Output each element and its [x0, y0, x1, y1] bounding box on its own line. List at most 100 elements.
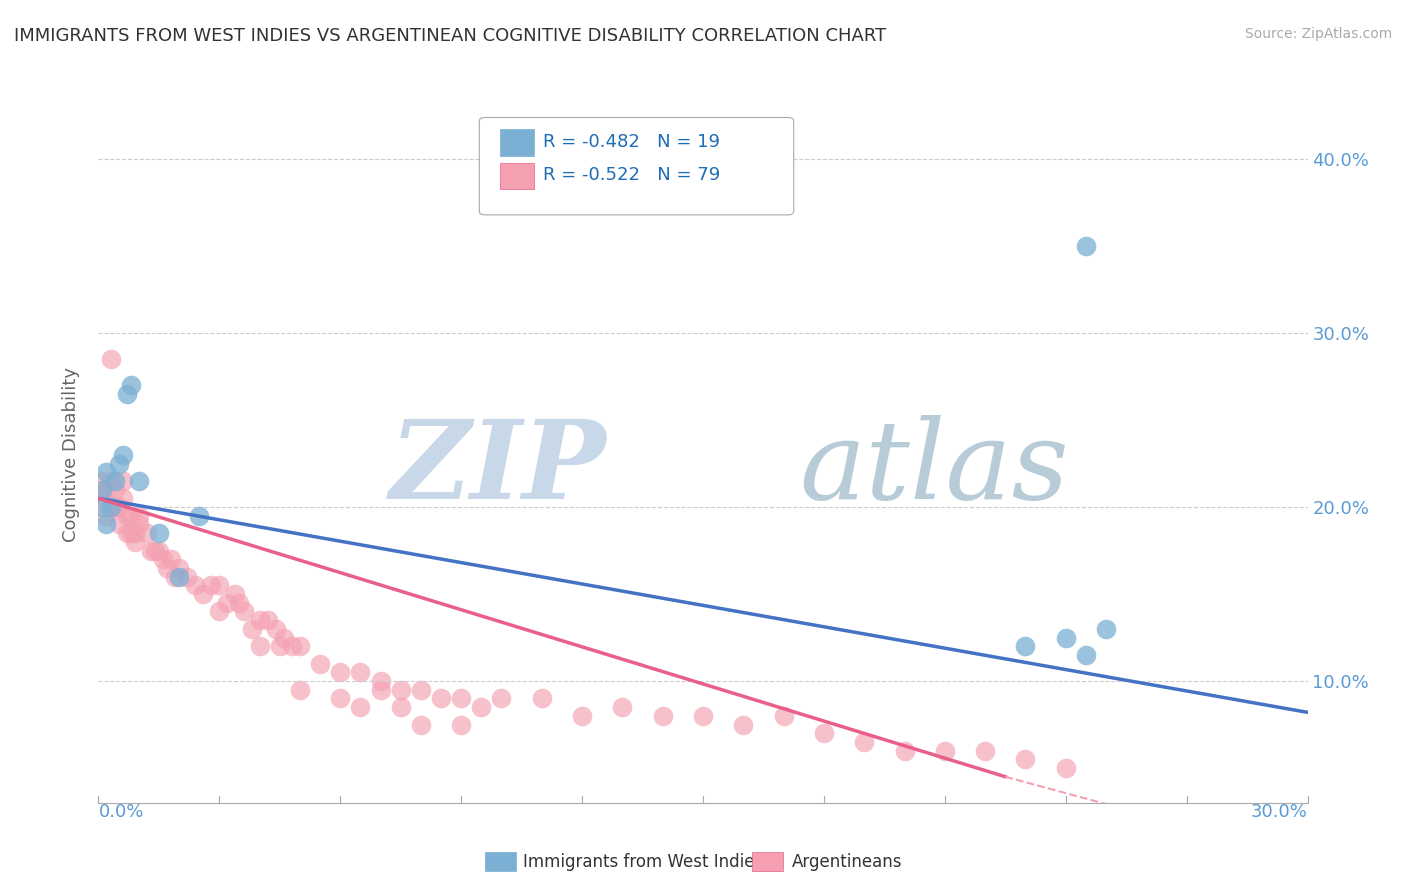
Point [571, 708, 593, 723]
Point [96, 508, 118, 523]
Point [692, 708, 714, 723]
Point [893, 744, 915, 758]
Point [193, 587, 215, 601]
Point [120, 526, 142, 541]
Point [124, 526, 146, 541]
Point [148, 543, 170, 558]
Point [349, 700, 371, 714]
Point [450, 691, 472, 706]
Point [188, 508, 211, 523]
Point [288, 682, 311, 697]
Point [240, 622, 263, 636]
Point [1095, 622, 1118, 636]
Point [1054, 761, 1077, 775]
Point [128, 517, 150, 532]
Point [200, 578, 222, 592]
FancyBboxPatch shape [501, 129, 534, 156]
Point [208, 605, 231, 619]
Point [115, 387, 138, 401]
Point [103, 474, 125, 488]
Point [100, 500, 122, 514]
Point [530, 691, 553, 706]
Point [91, 491, 114, 506]
Text: atlas: atlas [800, 415, 1070, 523]
Point [124, 534, 146, 549]
Text: Source: ZipAtlas.com: Source: ZipAtlas.com [1244, 27, 1392, 41]
Point [91, 500, 114, 514]
Point [152, 552, 174, 566]
Point [329, 665, 352, 680]
Point [228, 596, 250, 610]
Point [163, 569, 186, 583]
Point [853, 735, 876, 749]
Point [217, 596, 239, 610]
Point [1054, 631, 1077, 645]
Point [370, 674, 392, 689]
Point [934, 744, 956, 758]
FancyBboxPatch shape [479, 118, 793, 215]
Point [974, 744, 997, 758]
Point [813, 726, 835, 740]
Point [256, 613, 278, 627]
Point [450, 717, 472, 731]
Text: Immigrants from West Indies: Immigrants from West Indies [523, 853, 763, 871]
Point [120, 378, 142, 392]
Point [733, 717, 755, 731]
Point [389, 682, 412, 697]
Point [91, 474, 114, 488]
Point [96, 466, 118, 480]
Point [156, 561, 179, 575]
Point [1014, 752, 1036, 766]
Point [96, 517, 118, 532]
Point [111, 474, 134, 488]
Point [100, 474, 122, 488]
Point [1074, 648, 1097, 662]
Point [409, 682, 432, 697]
Point [329, 691, 352, 706]
Point [309, 657, 332, 671]
Point [370, 682, 392, 697]
Point [491, 691, 513, 706]
Point [184, 578, 207, 592]
Point [143, 543, 166, 558]
Text: IMMIGRANTS FROM WEST INDIES VS ARGENTINEAN COGNITIVE DISABILITY CORRELATION CHAR: IMMIGRANTS FROM WEST INDIES VS ARGENTINE… [14, 27, 886, 45]
Point [349, 665, 371, 680]
Point [470, 700, 492, 714]
FancyBboxPatch shape [501, 162, 534, 189]
Point [176, 569, 198, 583]
Point [273, 631, 295, 645]
Point [1074, 239, 1097, 253]
Point [103, 483, 125, 497]
Point [651, 708, 673, 723]
Point [249, 639, 271, 653]
Point [167, 561, 190, 575]
Text: R = -0.482   N = 19: R = -0.482 N = 19 [543, 133, 720, 151]
Text: R = -0.522   N = 79: R = -0.522 N = 79 [543, 166, 721, 185]
Text: 0.0%: 0.0% [98, 803, 143, 821]
Point [128, 508, 150, 523]
Point [115, 508, 138, 523]
Point [100, 352, 122, 367]
Point [160, 552, 183, 566]
Point [115, 526, 138, 541]
Point [107, 517, 129, 532]
Point [111, 491, 134, 506]
Point [264, 622, 287, 636]
Point [107, 457, 129, 471]
Text: Argentineans: Argentineans [792, 853, 903, 871]
Point [612, 700, 634, 714]
Point [409, 717, 432, 731]
Y-axis label: Cognitive Disability: Cognitive Disability [62, 368, 80, 542]
Point [111, 448, 134, 462]
Point [107, 500, 129, 514]
Point [208, 578, 231, 592]
Point [135, 526, 157, 541]
Point [224, 587, 246, 601]
Point [232, 605, 254, 619]
Point [269, 639, 291, 653]
Point [139, 543, 162, 558]
Point [389, 700, 412, 714]
Point [772, 708, 794, 723]
Point [430, 691, 453, 706]
Point [96, 483, 118, 497]
